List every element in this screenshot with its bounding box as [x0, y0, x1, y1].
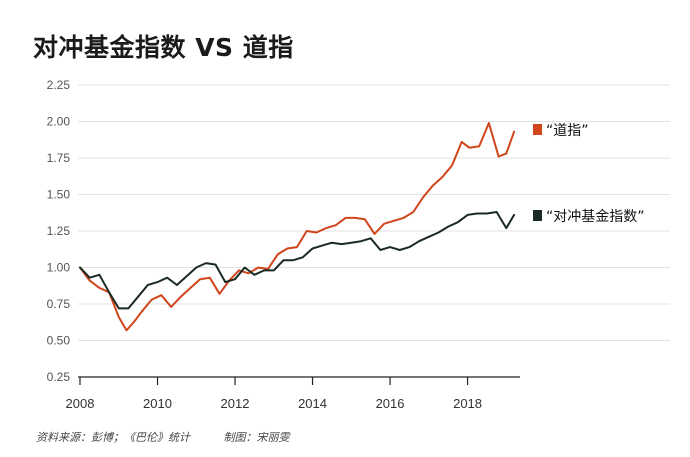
y-tick-labels: 0.25 0.50 0.75 1.00 1.25 1.50 1.75 2.00 2.25 — [47, 78, 71, 384]
y-tick-label: 0.50 — [47, 334, 71, 348]
legend: “道指” “对冲基金指数” — [533, 123, 645, 225]
legend-swatch-dow — [533, 124, 542, 135]
y-tick-label: 0.25 — [47, 370, 71, 384]
legend-label-dow: “道指” — [546, 123, 589, 139]
line-chart: 0.25 0.50 0.75 1.00 1.25 1.50 1.75 2.00 2.25 200… — [47, 78, 670, 411]
legend-swatch-hedge-fund — [533, 210, 542, 221]
y-tick-label: 1.00 — [47, 261, 71, 275]
series-lines — [79, 122, 516, 332]
source-note: 资料来源：彭博；《巴伦》统计 — [36, 431, 190, 444]
y-tick-label: 1.25 — [47, 224, 71, 238]
x-tick-label: 2014 — [298, 396, 327, 411]
credit-note: 制图：宋丽雯 — [223, 431, 290, 444]
legend-label-hedge-fund: “对冲基金指数” — [546, 208, 645, 225]
x-axis: 2008 2010 2012 2014 2016 2018 — [66, 376, 520, 411]
x-tick-label: 2012 — [221, 396, 250, 411]
y-tick-label: 1.75 — [47, 151, 71, 165]
chart-title: 对冲基金指数 VS 道指 — [33, 33, 294, 62]
x-tick-label: 2010 — [143, 396, 172, 411]
hedge-fund-series-line — [79, 211, 516, 310]
x-tick-label: 2018 — [453, 396, 482, 411]
grid-lines — [78, 84, 670, 341]
chart-footer: 资料来源：彭博；《巴伦》统计 制图：宋丽雯 — [36, 429, 294, 445]
y-tick-label: 1.50 — [47, 188, 71, 202]
x-tick-label: 2016 — [376, 396, 405, 411]
y-tick-label: 2.25 — [47, 78, 71, 92]
y-tick-label: 0.75 — [47, 297, 71, 311]
y-tick-label: 2.00 — [47, 115, 71, 129]
dow-series-line — [79, 122, 516, 332]
x-tick-label: 2008 — [66, 396, 95, 411]
